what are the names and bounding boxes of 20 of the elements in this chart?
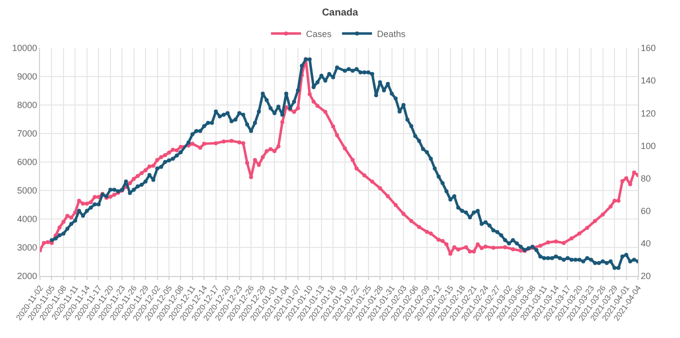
y-tick-label: 8000 [17,100,38,110]
chart-title: Canada [322,7,358,18]
y2-tick-label: 80 [640,173,651,184]
y-tick-label: 9000 [17,72,38,82]
y-tick-label: 2000 [17,271,38,282]
y2-tick-label: 60 [640,206,651,216]
y-tick-label: 6000 [17,157,38,168]
y-tick-label: 5000 [17,186,38,196]
y-tick-label: 3000 [17,242,38,253]
y2-tick-label: 160 [640,43,656,54]
legend-label: Cases [306,29,332,40]
y2-tick-label: 140 [640,76,656,86]
y2-tick-label: 20 [640,271,651,282]
y2-tick-label: 100 [640,140,656,151]
y2-tick-label: 40 [640,238,651,249]
y-tick-label: 4000 [17,214,38,224]
y2-tick-label: 120 [640,108,656,118]
y-tick-label: 7000 [17,128,38,139]
legend-label: Deaths [377,29,406,40]
y-tick-label: 10000 [12,43,38,54]
